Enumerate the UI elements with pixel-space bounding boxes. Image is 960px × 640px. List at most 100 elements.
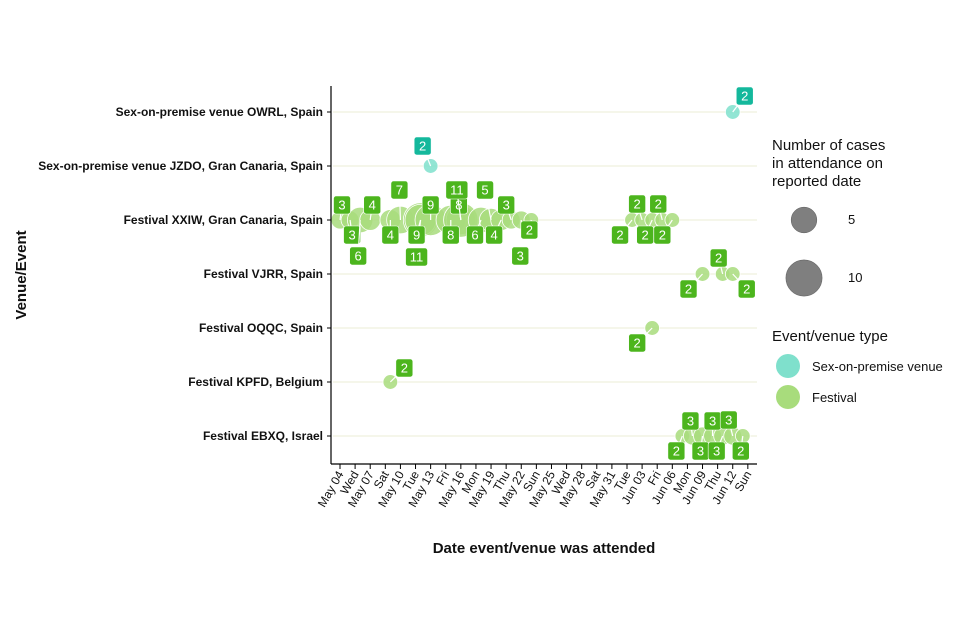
size-legend-label: 5 [848, 212, 855, 227]
case-label-box [653, 225, 672, 245]
case-label: 4 [369, 198, 376, 213]
case-label: 3 [713, 444, 720, 459]
case-label: 2 [616, 228, 623, 243]
case-label-box [737, 279, 756, 299]
case-label-box [395, 358, 414, 378]
case-label-box [413, 136, 432, 156]
case-label: 3 [687, 414, 694, 429]
size-legend-label: 10 [848, 270, 862, 285]
case-label-box [667, 441, 686, 461]
case-label-box [407, 225, 426, 245]
y-tick-label: Festival KPFD, Belgium [188, 375, 323, 389]
case-label-box [441, 225, 460, 245]
type-legend-label: Sex-on-premise venue [812, 359, 943, 374]
case-label-box [709, 248, 728, 268]
type-legend-label: Festival [812, 390, 857, 405]
case-label: 2 [419, 139, 426, 154]
y-tick-label: Festival OQQC, Spain [199, 321, 323, 335]
case-label: 2 [634, 336, 641, 351]
case-label-box [476, 180, 494, 200]
y-tick-label: Sex-on-premise venue JZDO, Gran Canaria,… [38, 159, 323, 173]
case-label: 7 [396, 183, 403, 198]
case-label: 2 [401, 361, 408, 376]
case-label-box [405, 247, 428, 267]
axes [330, 86, 757, 465]
case-label: 11 [450, 183, 464, 198]
case-label-box [390, 180, 409, 200]
case-label-box [628, 333, 646, 353]
y-tick-label: Festival XXIW, Gran Canaria, Spain [124, 213, 323, 227]
case-label: 11 [410, 250, 424, 265]
case-label-box [707, 441, 726, 461]
y-tick-label: Sex-on-premise venue OWRL, Spain [116, 105, 323, 119]
case-label: 2 [715, 251, 722, 266]
case-label: 8 [447, 228, 454, 243]
case-label-box [649, 194, 668, 214]
case-label-box [333, 195, 351, 215]
case-label: 3 [697, 444, 704, 459]
case-label: 6 [355, 249, 362, 264]
size-legend-title: in attendance on [772, 155, 883, 172]
case-label: 2 [526, 223, 533, 238]
bubble [664, 212, 681, 228]
case-label: 2 [685, 282, 692, 297]
case-label: 3 [348, 228, 355, 243]
case-label-box [511, 246, 530, 266]
y-axis-ticks: Sex-on-premise venue OWRL, Spain Sex-on-p… [38, 105, 331, 443]
x-tick-label: Sun [732, 469, 755, 494]
case-label-box [381, 225, 400, 245]
case-label-layer: 223364471199881165433222222222222333332 [333, 86, 756, 461]
size-legend-title: Number of cases [772, 137, 885, 154]
case-label: 9 [413, 228, 420, 243]
case-label-box [343, 225, 361, 245]
case-label-box [731, 441, 750, 461]
case-label-box [466, 225, 484, 245]
size-legend-circle [785, 259, 823, 297]
legend: Number of cases in attendance on reporte… [772, 137, 943, 409]
case-label-box [445, 180, 469, 200]
case-label-box [520, 220, 539, 240]
case-label: 2 [642, 228, 649, 243]
case-label: 3 [503, 198, 510, 213]
case-label: 9 [427, 198, 434, 213]
case-label-box [497, 195, 515, 215]
case-label-box [349, 246, 367, 266]
case-label-box [485, 225, 503, 245]
case-label: 4 [387, 228, 394, 243]
y-tick-label: Festival VJRR, Spain [204, 267, 323, 281]
size-legend-circle [790, 206, 818, 234]
type-legend-swatch [776, 354, 800, 378]
case-label-box [681, 411, 700, 431]
bubble-layer [330, 104, 751, 446]
case-label-box [421, 195, 440, 215]
case-label: 5 [481, 183, 488, 198]
case-label: 3 [725, 413, 732, 428]
type-legend-swatch [776, 385, 800, 409]
y-axis-title: Venue/Event [13, 230, 30, 319]
case-label: 2 [673, 444, 680, 459]
case-label: 3 [709, 414, 716, 429]
case-label-box [735, 86, 754, 106]
case-label: 2 [633, 197, 640, 212]
case-label-box [628, 194, 646, 214]
size-legend-title: reported date [772, 173, 861, 190]
case-label-box [679, 279, 698, 299]
case-label-box [719, 410, 738, 430]
case-label: 3 [517, 249, 524, 264]
x-axis-title: Date event/venue was attended [433, 540, 656, 557]
case-label: 2 [743, 282, 750, 297]
x-tick-label: Fri [645, 469, 664, 488]
case-label: 2 [659, 228, 666, 243]
type-legend-title: Event/venue type [772, 328, 888, 345]
case-label: 2 [655, 197, 662, 212]
grid-lines [333, 111, 757, 437]
y-tick-label: Festival EBXQ, Israel [203, 429, 323, 443]
case-label: 4 [491, 228, 498, 243]
case-label: 3 [338, 198, 345, 213]
case-label: 2 [737, 444, 744, 459]
bubble [735, 428, 751, 444]
case-label-box [363, 195, 382, 215]
x-tick-label: Fri [433, 469, 452, 488]
